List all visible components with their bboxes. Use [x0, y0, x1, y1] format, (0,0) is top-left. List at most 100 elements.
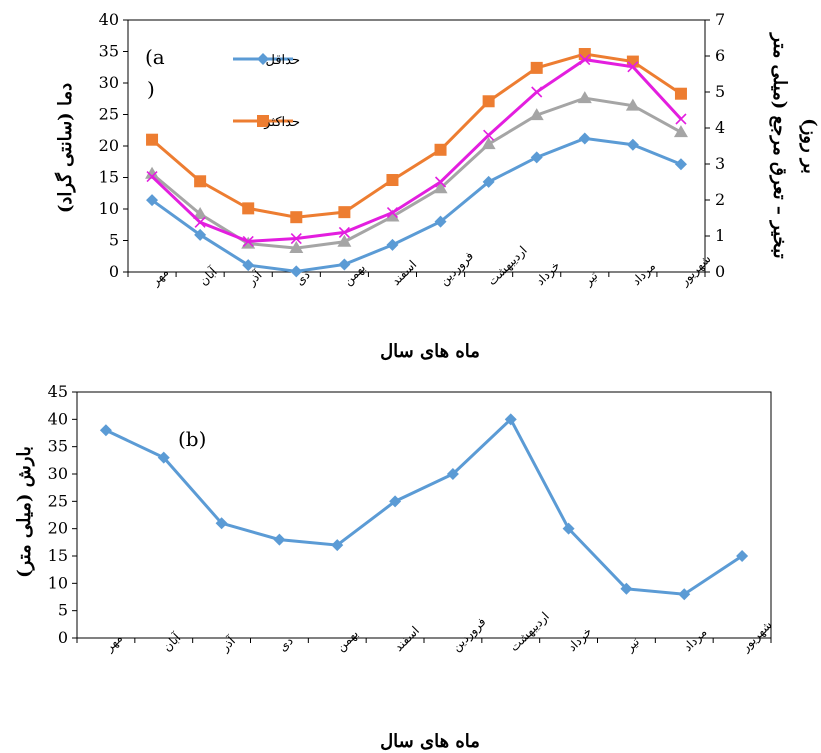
chart-a-panel-label-cont: ): [147, 77, 155, 101]
chart-a-y-ticks: 0 5 10 15 20 25 30 35 40: [99, 10, 119, 281]
chart-b-x-tick-label: آذر: [216, 633, 238, 655]
chart-b-point: [562, 522, 575, 535]
chart-b-point: [389, 495, 402, 508]
chart-a-x-tick-label: اسفند: [389, 257, 420, 288]
chart-a-point: [194, 175, 207, 188]
chart-b: 0 5 10 15 20 25 30 35 40 45 مهر آبان آذر دی بهمن اسفند…: [14, 382, 775, 752]
chart-a-y2-tick-label: 6: [715, 46, 725, 65]
chart-a-point: [531, 86, 543, 98]
chart-a-series: [145, 48, 688, 278]
chart-a-point: [626, 138, 639, 151]
chart-a-point: [433, 181, 448, 194]
chart-a-series-line: [151, 58, 683, 243]
chart-b-point: [446, 468, 459, 480]
chart-b-point: [331, 539, 344, 552]
chart-b-x-axis-title: ماه های سال: [380, 731, 480, 752]
chart-a-y-tick-label: 40: [99, 10, 119, 29]
chart-b-y-tick-label: 20: [48, 519, 68, 538]
chart-a-point: [579, 54, 591, 66]
chart-a-point: [530, 151, 543, 164]
chart-a-legend-marker: [257, 115, 269, 127]
chart-b-x-tick-label: مرداد: [680, 625, 709, 654]
chart-a-point: [242, 259, 255, 272]
chart-a-y-tick-label: 20: [99, 136, 119, 155]
chart-a-point: [194, 228, 207, 241]
chart-a-y-tick-label: 5: [109, 231, 119, 250]
chart-a-legend-marker: [257, 53, 269, 65]
chart-a-point: [386, 174, 399, 187]
chart-b-y-ticks: 0 5 10 15 20 25 30 35 40 45: [48, 382, 68, 647]
chart-b-point: [678, 588, 691, 601]
chart-a-point: [674, 158, 687, 171]
chart-b-x-tick-label: شهریور: [738, 618, 775, 655]
chart-a-point: [481, 137, 496, 150]
chart-a-point: [338, 226, 350, 238]
chart-b-x-tick-label: اسفند: [391, 623, 422, 654]
chart-a-y2-tick-label: 0: [715, 262, 725, 281]
chart-a-point: [482, 175, 495, 188]
chart-a-x-tick-label: آبان: [196, 264, 221, 289]
chart-a-x-tick-label: مرداد: [629, 259, 658, 288]
chart-a-point: [434, 143, 447, 156]
chart-a-point: [337, 234, 352, 247]
chart-b-point: [736, 550, 749, 562]
chart-a-point: [338, 206, 351, 219]
chart-a-x-tick-label: فروردین: [437, 249, 476, 288]
chart-a-point: [483, 129, 495, 141]
chart-b-x-tick-label: اردیبهشت: [507, 609, 552, 654]
chart-a-series-0: [146, 132, 687, 278]
chart-b-series-line: [105, 416, 743, 596]
chart-a-point: [290, 211, 303, 224]
chart-b-y-axis-title: بارش (میلی متر): [14, 446, 35, 578]
chart-a-point: [577, 91, 592, 104]
chart-a-point: [146, 194, 159, 207]
chart-a-y2-ticks: 0 1 2 3 4 5 6 7: [715, 10, 725, 281]
chart-a-point: [386, 238, 399, 251]
chart-a-y2-axis-title-line1: تبخیر – تعرق مرجع (میلی متر: [769, 31, 790, 258]
chart-b-point: [273, 533, 286, 546]
chart-b-y-tick-label: 30: [48, 464, 68, 483]
chart-a-point: [386, 207, 399, 219]
chart-a-axes: [123, 19, 710, 277]
chart-b-point: [620, 582, 633, 595]
chart-b-point: [215, 517, 228, 530]
chart-a-point: [625, 98, 640, 111]
chart-b-y-tick-label: 40: [48, 409, 68, 428]
chart-a-y-tick-label: 10: [99, 199, 119, 218]
chart-b-x-tick-label: مهر: [101, 631, 125, 655]
chart-a-point: [578, 132, 591, 145]
chart-a-point: [434, 215, 447, 228]
chart-a-y-tick-label: 0: [109, 262, 119, 281]
chart-b-x-ticks: مهر آبان آذر دی بهمن اسفند فروردین اردیبهشت خردا…: [101, 609, 774, 655]
chart-a-point: [290, 232, 302, 245]
chart-a-series-2: [145, 91, 688, 254]
chart-a-point: [627, 61, 639, 73]
chart-b-x-tick-label: خرداد: [565, 624, 595, 654]
chart-a-series-line: [151, 136, 682, 273]
chart-a-legend: حداقل حداکثر: [233, 53, 300, 130]
chart-a-point: [338, 258, 351, 271]
chart-a-y-tick-label: 30: [99, 73, 119, 92]
chart-a-y2-tick-label: 2: [715, 190, 725, 209]
chart-a-x-tick-label: خرداد: [533, 258, 563, 288]
chart-a-point: [385, 209, 400, 222]
chart-b-y-tick-label: 5: [58, 601, 68, 620]
chart-b-point: [504, 413, 517, 426]
chart-a-x-ticks: مهر آبان آذر دی بهمن اسفند فروردین اردیبهشت خردا…: [148, 243, 714, 289]
chart-a-point: [530, 61, 543, 74]
chart-a-y2-tick-label: 3: [715, 154, 725, 173]
chart-a-point: [194, 216, 206, 228]
chart-a-point: [242, 235, 254, 247]
chart-a-y2-axis-title-line2: بر روز): [799, 118, 820, 174]
chart-a-y2-tick-label: 1: [715, 226, 725, 245]
chart-a-x-axis-title: ماه های سال: [380, 341, 480, 362]
chart-a-point: [146, 171, 158, 183]
chart-b-y-tick-label: 25: [48, 491, 68, 510]
chart-a-legend-label: حداکثر: [263, 115, 300, 130]
chart-a-y-axis-title: دما (سانتی گراد): [54, 83, 76, 213]
chart-a-point: [145, 166, 160, 179]
chart-b-x-tick-label: بهمن: [333, 627, 361, 655]
chart-a-point: [529, 108, 544, 121]
